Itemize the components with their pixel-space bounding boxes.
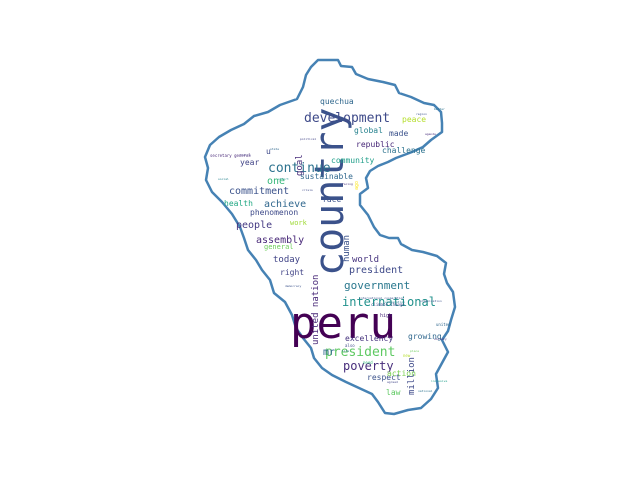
word-cooperation: cooperation (385, 300, 405, 304)
word-also: also (345, 343, 355, 348)
word-growing: growing (408, 332, 442, 341)
word-united: united (436, 322, 451, 327)
word-people: people (236, 220, 272, 231)
word-continue: continue (268, 161, 331, 176)
word-future: future (240, 153, 251, 157)
word-sustainable: sustainable (300, 172, 353, 181)
word-international-cooperation: international cooperation (359, 296, 404, 300)
word-goal: goal (295, 154, 305, 176)
word-law: law (386, 388, 401, 397)
word-facing: facing (342, 182, 353, 186)
word-agreed: agreed (387, 380, 398, 384)
word-health: health (224, 199, 253, 208)
word-international: international (342, 295, 436, 309)
word-assembly: assembly (256, 235, 304, 246)
word-crisis: crisis (302, 188, 313, 192)
word-new: new (403, 353, 411, 358)
word-better: better (434, 107, 445, 111)
word-human: human (342, 235, 352, 262)
word-organization: organization (420, 299, 442, 303)
word-community: community (331, 156, 375, 165)
word-secretary-general: secretary general (210, 153, 252, 158)
word-excellency: excellency (345, 334, 393, 343)
word-general: general (264, 243, 294, 251)
word-right: right (280, 268, 304, 277)
word-peace: peace (402, 115, 426, 124)
word-poverty: poverty (343, 359, 394, 373)
peru-map-outline (203, 58, 457, 416)
word-social: social (218, 177, 229, 181)
word-inclusive: inclusive (431, 379, 447, 383)
word-ago: ago (354, 181, 360, 190)
word-face: face (322, 195, 341, 204)
word-million: million (407, 357, 417, 395)
word-society: society (434, 337, 447, 341)
word-agenda: agenda (425, 132, 436, 136)
word-made: made (389, 129, 408, 138)
word-effort: effort (278, 177, 289, 181)
word-region: region (416, 112, 427, 116)
word-challenge: challenge (382, 146, 426, 155)
word-united-nation: united nation (311, 275, 321, 345)
word-action: action (387, 369, 416, 378)
word-national: national (418, 389, 433, 393)
word-achieve: achieve (264, 199, 306, 210)
word-government: government (344, 279, 410, 292)
word-work: work (290, 219, 308, 227)
word-president: president (349, 265, 403, 276)
word-mr: mr (323, 347, 335, 358)
word-state: state (270, 147, 279, 151)
word-high: high (380, 313, 392, 319)
word-commitment: commitment (229, 186, 289, 197)
word-climate-change: climate change (371, 302, 405, 307)
word-respect: respect (367, 373, 401, 382)
word-quechua: quechua (320, 97, 354, 106)
word-development: development (304, 111, 390, 126)
word-need: need (363, 360, 373, 365)
word-president: president (325, 345, 395, 360)
word-one: one (267, 176, 285, 187)
word-republic: republic (356, 140, 395, 149)
word-today: today (273, 255, 301, 265)
word-phenomenon: phenomenon (250, 208, 298, 217)
word-u: u (266, 147, 271, 156)
word-life: life (342, 349, 349, 353)
word-political: political (300, 137, 316, 141)
word-place: place (410, 349, 419, 353)
word-country: country (307, 107, 353, 276)
word-democracy: democracy (285, 284, 301, 288)
word-peru: peru (290, 298, 396, 349)
word-world: world (352, 255, 379, 265)
word-year: year (240, 158, 259, 167)
word-global: global (354, 126, 383, 135)
